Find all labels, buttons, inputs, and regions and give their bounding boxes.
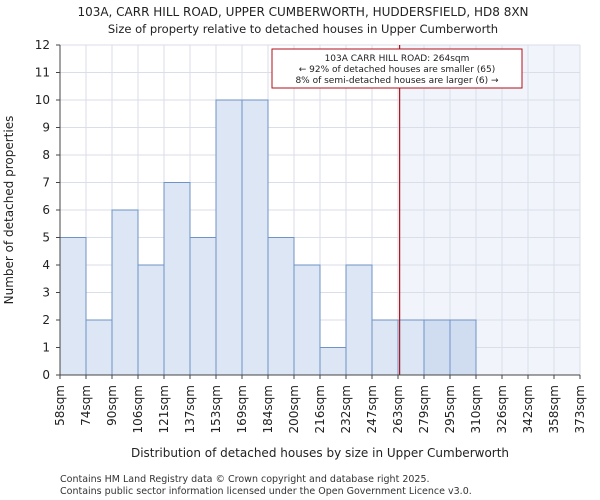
y-tick-label: 4 xyxy=(42,258,50,272)
bar-184sqm xyxy=(267,237,295,376)
chart-subtitle: Size of property relative to detached ho… xyxy=(108,22,498,36)
x-tick-label: 216sqm xyxy=(313,385,327,433)
bar-263sqm xyxy=(397,319,425,376)
x-tick-label: 137sqm xyxy=(183,385,197,433)
annotation-frame xyxy=(271,48,523,89)
y-tick-label: 5 xyxy=(42,231,50,245)
x-tick-label: 90sqm xyxy=(105,385,119,426)
y-tick-label: 7 xyxy=(42,176,50,190)
bar-106sqm xyxy=(137,264,165,376)
bar-247sqm xyxy=(371,319,399,376)
bar-216sqm xyxy=(319,347,347,376)
y-tick-label: 9 xyxy=(42,121,50,135)
x-tick-label: 169sqm xyxy=(235,385,249,433)
y-tick-label: 8 xyxy=(42,148,50,162)
x-tick-label: 247sqm xyxy=(365,385,379,433)
x-tick-label: 263sqm xyxy=(391,385,405,433)
chart-title: 103A, CARR HILL ROAD, UPPER CUMBERWORTH,… xyxy=(77,5,528,19)
x-tick-label: 373sqm xyxy=(573,385,587,433)
bar-200sqm xyxy=(293,264,321,376)
bar-58sqm xyxy=(59,237,87,376)
annotation-line-1: 103A CARR HILL ROAD: 264sqm xyxy=(325,54,470,64)
x-tick-label: 232sqm xyxy=(339,385,353,433)
y-tick-label: 6 xyxy=(42,203,50,217)
x-tick-label: 342sqm xyxy=(521,385,535,433)
x-tick-label: 106sqm xyxy=(131,385,145,433)
annotation-line-2: ← 92% of detached houses are smaller (65… xyxy=(299,65,496,75)
footer-line-1: Contains HM Land Registry data © Crown c… xyxy=(60,474,430,485)
x-tick-label: 200sqm xyxy=(287,385,301,433)
bar-232sqm xyxy=(345,264,373,376)
bar-295sqm xyxy=(449,319,477,376)
bar-169sqm xyxy=(241,99,269,376)
bar-121sqm xyxy=(163,182,191,376)
x-tick-label: 310sqm xyxy=(469,385,483,433)
x-tick-label: 326sqm xyxy=(495,385,509,433)
y-tick-label: 10 xyxy=(35,93,50,107)
x-tick-label: 184sqm xyxy=(261,385,275,433)
y-tick-label: 12 xyxy=(35,38,50,52)
bar-90sqm xyxy=(111,209,139,376)
y-tick-label: 11 xyxy=(35,66,50,80)
y-axis-label: Number of detached properties xyxy=(2,116,16,305)
footer-line-2: Contains public sector information licen… xyxy=(60,486,472,497)
annotation-box: 103A CARR HILL ROAD: 264sqm ← 92% of det… xyxy=(271,48,523,89)
x-tick-label: 121sqm xyxy=(157,385,171,433)
bar-279sqm xyxy=(423,319,451,376)
y-tick-label: 0 xyxy=(42,368,50,382)
bar-153sqm xyxy=(215,99,243,376)
x-tick-label: 358sqm xyxy=(547,385,561,433)
x-tick-label: 58sqm xyxy=(53,385,67,426)
x-tick-label: 295sqm xyxy=(443,385,457,433)
x-axis-label: Distribution of detached houses by size … xyxy=(131,446,509,460)
annotation-line-3: 8% of semi-detached houses are larger (6… xyxy=(295,76,499,86)
y-tick-label: 3 xyxy=(42,286,50,300)
x-tick-label: 153sqm xyxy=(209,385,223,433)
bar-74sqm xyxy=(85,319,113,376)
y-tick-label: 2 xyxy=(42,313,50,327)
y-tick-label: 1 xyxy=(42,341,50,355)
x-tick-label: 74sqm xyxy=(79,385,93,426)
x-tick-label: 279sqm xyxy=(417,385,431,433)
bar-137sqm xyxy=(189,237,217,376)
